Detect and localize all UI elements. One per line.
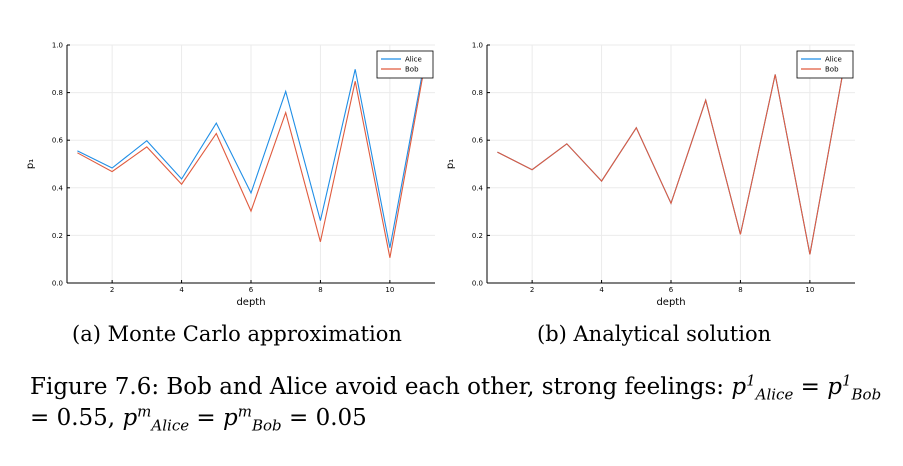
chart-a-x-tick-label: 10: [385, 286, 394, 294]
chart-a-x-tick-label: 6: [249, 286, 254, 294]
chart-a-series-line-bob: [77, 65, 426, 258]
chart-a-legend-label-bob: Bob: [405, 66, 419, 74]
chart-a-x-axis-label: depth: [236, 297, 265, 308]
chart-a-y-tick-label: 0.2: [52, 232, 63, 240]
chart-monte-carlo-svg: 2 4 6 8 10 0.0 0.2 0.4 0.6 0.8 1.0 depth p₁ Alice Bob: [25, 42, 435, 308]
chart-a-series-line-alice: [77, 61, 426, 248]
chart-b-y-tick-label: 0.4: [472, 184, 484, 192]
caption-eq-4: =: [281, 405, 316, 431]
chart-b-y-tick-label: 0.8: [472, 89, 483, 97]
subcaption-monte-carlo: (a) Monte Carlo approximation: [72, 322, 402, 346]
chart-b-series-line-bob: [497, 63, 846, 255]
chart-a-x-tick-label: 4: [179, 286, 184, 294]
caption-p-alice-m: pmAlice: [122, 402, 190, 435]
chart-b-y-tick-label: 1.0: [472, 42, 483, 50]
chart-a-x-tick-label: 8: [318, 286, 322, 294]
chart-b-x-tick-label: 2: [530, 286, 534, 294]
chart-a-legend-box: [376, 50, 434, 79]
chart-analytical-svg: 2 4 6 8 10 0.0 0.2 0.4 0.6 0.8 1.0 depth p₁ Alice Bob: [445, 42, 855, 308]
chart-b-y-axis-label: p₁: [445, 159, 456, 169]
figure-caption: Figure 7.6: Bob and Alice avoid each oth…: [30, 372, 890, 434]
chart-b-legend-box: [796, 50, 854, 79]
chart-a-y-tick-label: 1.0: [52, 42, 63, 50]
chart-b-legend-label-alice: Alice: [825, 56, 842, 64]
caption-eq-1: =: [793, 374, 828, 400]
chart-b-x-axis-label: depth: [656, 297, 685, 308]
chart-analytical: 2 4 6 8 10 0.0 0.2 0.4 0.6 0.8 1.0 depth p₁ Alice Bob: [440, 30, 860, 315]
chart-a-y-tick-label: 0.8: [52, 89, 63, 97]
chart-a-y-tick-label: 0.4: [52, 184, 64, 192]
chart-b-x-tick-label: 4: [599, 286, 604, 294]
chart-a-legend-label-alice: Alice: [405, 56, 422, 64]
chart-b-x-tick-label: 8: [738, 286, 742, 294]
chart-b-y-tick-label: 0.2: [472, 232, 483, 240]
chart-a-y-tick-label: 0.6: [52, 137, 64, 145]
chart-b-legend-label-bob: Bob: [825, 66, 839, 74]
chart-monte-carlo: 2 4 6 8 10 0.0 0.2 0.4 0.6 0.8 1.0 depth p₁ Alice Bob: [20, 30, 440, 315]
chart-b-x-tick-label: 6: [669, 286, 674, 294]
chart-b-y-tick-label: 0.6: [472, 137, 484, 145]
caption-p-bob-1: p1Bob: [827, 371, 882, 404]
caption-eq-3: =: [189, 405, 224, 431]
caption-value-2: 0.05: [315, 405, 367, 431]
chart-b-y-tick-label: 0.0: [472, 280, 483, 288]
chart-a-y-tick-label: 0.0: [52, 280, 63, 288]
chart-b-x-tick-label: 10: [805, 286, 814, 294]
caption-p-bob-m: pmBob: [223, 402, 282, 435]
chart-a-y-axis-label: p₁: [25, 159, 36, 169]
chart-a-x-tick-label: 2: [110, 286, 114, 294]
caption-value-1: 0.55,: [56, 405, 123, 431]
caption-eq-2: =: [30, 405, 57, 431]
subcaption-analytical: (b) Analytical solution: [537, 322, 772, 346]
caption-p-alice-1: p1Alice: [731, 371, 794, 404]
caption-prefix: Figure 7.6: Bob and Alice avoid each oth…: [30, 374, 732, 400]
